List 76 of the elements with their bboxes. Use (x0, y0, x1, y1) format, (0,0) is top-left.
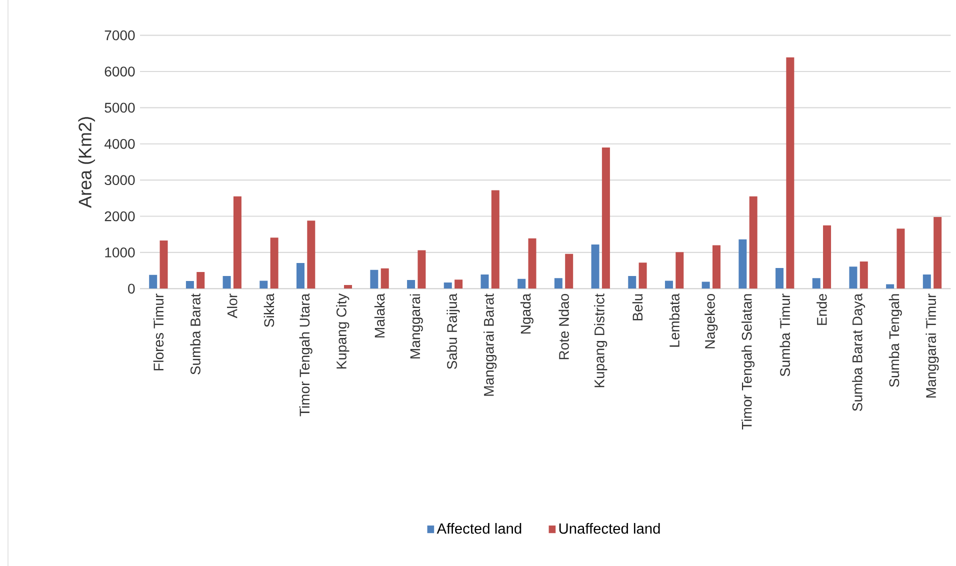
bar (565, 254, 574, 289)
bar (554, 278, 562, 289)
x-tick-label: Rote Ndao (558, 294, 569, 360)
x-tick-label: Sumba Barat Daya (852, 293, 866, 412)
x-tick-label: Lembata (669, 293, 680, 347)
bar (407, 280, 416, 289)
bar (712, 245, 720, 289)
bar (222, 276, 231, 289)
bar (418, 250, 426, 289)
bar (638, 262, 647, 289)
bar (812, 278, 820, 289)
bar (934, 217, 942, 289)
x-tick-label: Belu (632, 294, 643, 320)
bar (886, 284, 894, 289)
bar (823, 225, 832, 289)
x-tick-label: Sabu Raijua (446, 293, 460, 370)
bar (786, 57, 794, 289)
x-tick-label: Timor Tengah Utara (299, 293, 312, 416)
bar (233, 196, 242, 289)
bar (602, 148, 610, 289)
bar (664, 280, 673, 289)
bar (370, 270, 378, 289)
x-tick-label: Malaka (374, 293, 385, 338)
x-tick-label: Kupang District (594, 294, 608, 388)
bar (260, 280, 268, 289)
bar (160, 240, 168, 289)
y-tick-label: 1000 (105, 248, 135, 258)
bar (749, 196, 758, 289)
x-tick-label: Manggarai Timur (926, 294, 939, 398)
x-tick-label: Ngada (520, 293, 534, 334)
x-tick-label: Timor Tengah Selatan (741, 294, 755, 430)
bar (270, 238, 278, 289)
bar (186, 281, 194, 289)
bar (528, 238, 536, 289)
bar (307, 220, 316, 289)
legend-label: Unaffected land (559, 523, 660, 534)
y-tick-label: 0 (128, 284, 135, 294)
bar (922, 274, 931, 289)
bar (896, 228, 905, 289)
bar (454, 280, 463, 289)
bar (860, 262, 868, 289)
bar (196, 272, 205, 289)
x-tick-label: Sumba Timur (780, 294, 790, 376)
x-tick-label: Alor (226, 294, 238, 318)
bar (702, 282, 710, 289)
y-tick-label: 7000 (104, 30, 135, 40)
bar (480, 274, 489, 289)
bar (380, 268, 389, 289)
bar (738, 239, 747, 289)
y-tick-label: 6000 (104, 66, 135, 76)
bar (776, 268, 784, 289)
x-tick-label: Sumba Barat (190, 293, 200, 374)
bar (628, 276, 636, 289)
y-tick-label: 5000 (104, 102, 135, 113)
bar (444, 282, 452, 289)
x-tick-label: Manggarai (410, 294, 423, 358)
y-tick-label: 4000 (104, 138, 135, 149)
y-axis-title: Area (Km2) (78, 117, 95, 208)
bar (149, 274, 158, 289)
bar (849, 266, 858, 289)
x-tick-label: Flores Timur (153, 294, 164, 370)
y-tick-label: 2000 (104, 211, 135, 222)
legend-label: Affected land (436, 523, 522, 534)
x-tick-label: Sumba Tengah (888, 294, 902, 387)
bar (491, 190, 500, 289)
bar (676, 252, 684, 289)
bar (518, 278, 526, 289)
bar (296, 262, 304, 289)
x-tick-label: Nagekeo (704, 294, 718, 348)
x-tick-label: Manggarai Barat (484, 294, 497, 396)
bar (344, 285, 352, 289)
bar (591, 244, 600, 289)
x-tick-label: Kupang City (336, 293, 350, 368)
x-tick-label: Sikka (264, 293, 274, 327)
y-tick-label: 3000 (104, 175, 135, 186)
x-tick-label: Ende (816, 294, 827, 325)
